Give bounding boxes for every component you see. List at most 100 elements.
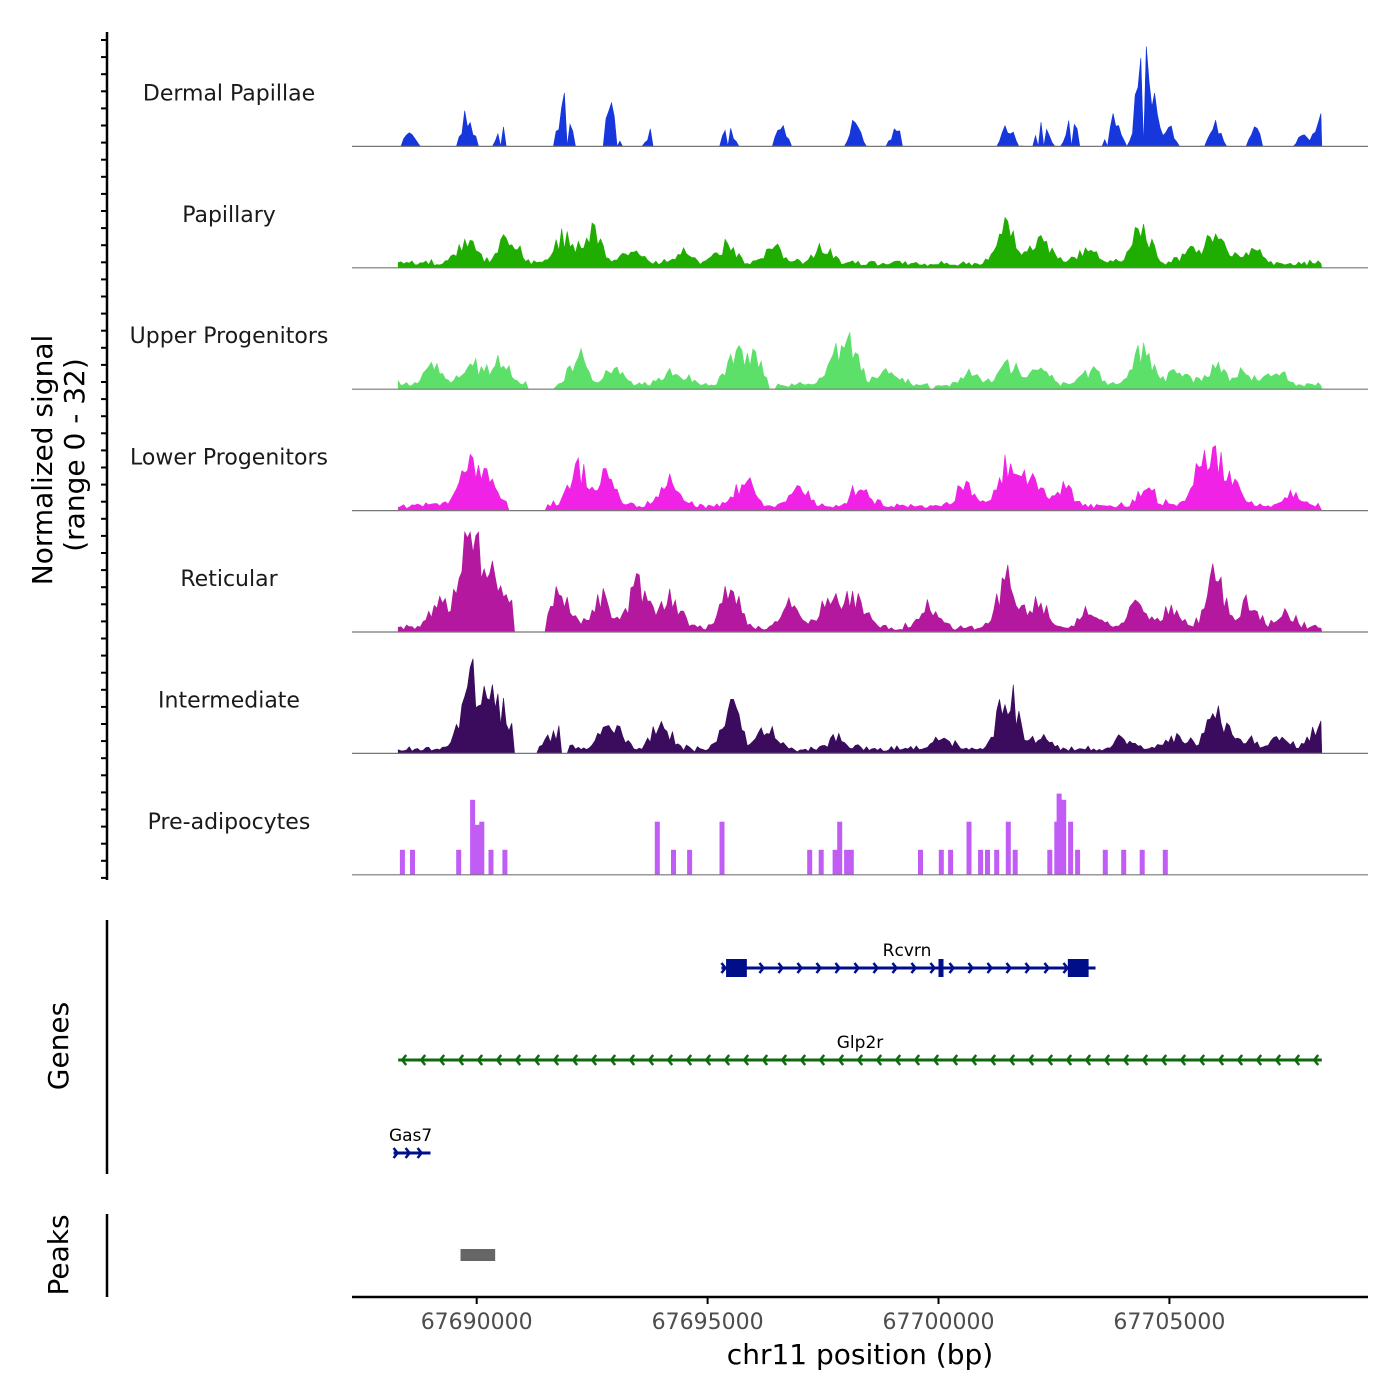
track-upper-progenitors: Upper Progenitors xyxy=(130,324,1368,390)
exon-block xyxy=(726,959,747,977)
strand-arrow xyxy=(609,1054,617,1066)
signal-bar xyxy=(966,821,972,875)
peaks-track-label: Peaks xyxy=(42,1214,75,1295)
strand-arrow xyxy=(1274,1054,1282,1066)
strand-arrow xyxy=(742,1054,750,1066)
exon-block xyxy=(1067,959,1089,977)
signal-area xyxy=(397,658,1323,754)
gene-label: Glp2r xyxy=(837,1033,884,1053)
strand-arrow xyxy=(796,962,804,974)
track-label: Intermediate xyxy=(158,688,300,713)
gene-label: Gas7 xyxy=(389,1126,432,1146)
track-label: Dermal Papillae xyxy=(143,81,315,106)
strand-arrow xyxy=(834,962,842,974)
signal-bar xyxy=(719,821,725,875)
strand-arrow xyxy=(1160,1054,1168,1066)
peak-panel xyxy=(105,1214,496,1297)
strand-arrow xyxy=(1084,1054,1092,1066)
strand-arrow xyxy=(457,1054,465,1066)
strand-arrow xyxy=(438,1054,446,1066)
signal-bar xyxy=(1075,849,1081,875)
y-axis-title-line2: (range 0 - 32) xyxy=(58,358,91,552)
strand-arrow xyxy=(392,1147,400,1159)
track-papillary: Papillary xyxy=(182,203,1368,269)
track-pre-adipocytes: Pre-adipocytes xyxy=(148,793,1368,876)
signal-area xyxy=(397,530,1323,633)
signal-bar xyxy=(985,849,990,875)
signal-bar xyxy=(1139,849,1145,875)
strand-arrow xyxy=(948,962,956,974)
signal-area xyxy=(398,46,1323,148)
track-dermal-papillae: Dermal Papillae xyxy=(143,46,1368,148)
exon-block xyxy=(938,959,944,977)
strand-arrow xyxy=(891,962,899,974)
signal-bar xyxy=(488,849,494,875)
signal-bar xyxy=(1068,821,1074,875)
signal-bar xyxy=(671,849,676,875)
signal-bar xyxy=(502,849,508,875)
track-label: Papillary xyxy=(182,203,276,228)
strand-arrow xyxy=(1065,1054,1073,1066)
signal-bar xyxy=(399,849,405,875)
peak-region xyxy=(460,1249,496,1261)
strand-arrow xyxy=(647,1054,655,1066)
track-label: Lower Progenitors xyxy=(130,446,328,471)
y-axis-title-line1: Normalized signal xyxy=(26,335,59,586)
strand-arrow xyxy=(856,1054,864,1066)
strand-arrow xyxy=(1198,1054,1206,1066)
signal-bar xyxy=(832,849,838,875)
signal-bar xyxy=(948,849,954,875)
signal-bar xyxy=(470,799,476,875)
strand-arrow xyxy=(799,1054,807,1066)
track-label: Reticular xyxy=(180,567,278,592)
strand-arrow xyxy=(1312,1054,1320,1066)
signal-bar xyxy=(938,849,944,875)
strand-arrow xyxy=(590,1054,598,1066)
signal-bar xyxy=(410,849,415,875)
signal-area xyxy=(397,332,1323,390)
strand-arrow xyxy=(780,1054,788,1066)
strand-arrow xyxy=(666,1054,674,1066)
signal-bar xyxy=(1047,849,1053,875)
gene-rcvrn: Rcvrn xyxy=(720,941,1096,977)
strand-arrow xyxy=(1043,962,1051,974)
strand-arrow xyxy=(419,1054,427,1066)
strand-arrow xyxy=(1005,962,1013,974)
strand-arrow xyxy=(1008,1054,1016,1066)
strand-arrow xyxy=(872,962,880,974)
strand-arrow xyxy=(853,962,861,974)
strand-arrow xyxy=(704,1054,712,1066)
x-axis-title: chr11 position (bp) xyxy=(727,1338,993,1371)
strand-arrow xyxy=(910,962,918,974)
strand-arrow xyxy=(815,962,823,974)
gene-glp2r: Glp2r xyxy=(398,1033,1322,1066)
strand-arrow xyxy=(514,1054,522,1066)
x-tick-label: 67690000 xyxy=(421,1310,533,1335)
signal-bar xyxy=(1005,821,1011,875)
x-tick-label: 67695000 xyxy=(652,1310,764,1335)
track-intermediate: Intermediate xyxy=(158,658,1368,755)
signal-bar xyxy=(848,849,854,875)
strand-arrow xyxy=(1062,962,1070,974)
strand-arrow xyxy=(416,1147,424,1159)
signal-bar xyxy=(844,849,850,875)
signal-bar xyxy=(654,821,660,875)
strand-arrow xyxy=(1046,1054,1054,1066)
signal-bar xyxy=(456,849,462,875)
strand-arrow xyxy=(476,1054,484,1066)
strand-arrow xyxy=(533,1054,541,1066)
strand-arrow xyxy=(894,1054,902,1066)
genes-track-label: Genes xyxy=(42,1002,75,1090)
strand-arrow xyxy=(1293,1054,1301,1066)
strand-arrow xyxy=(932,1054,940,1066)
strand-arrow xyxy=(989,1054,997,1066)
strand-arrow xyxy=(1027,1054,1035,1066)
strand-arrow xyxy=(495,1054,503,1066)
strand-arrow xyxy=(951,1054,959,1066)
strand-arrow xyxy=(723,1054,731,1066)
strand-arrow xyxy=(1024,962,1032,974)
gene-panel: Rcvrn Glp2r Gas7 xyxy=(105,920,1322,1174)
strand-arrow xyxy=(571,1054,579,1066)
signal-bar xyxy=(1061,799,1067,875)
strand-arrow xyxy=(1179,1054,1187,1066)
